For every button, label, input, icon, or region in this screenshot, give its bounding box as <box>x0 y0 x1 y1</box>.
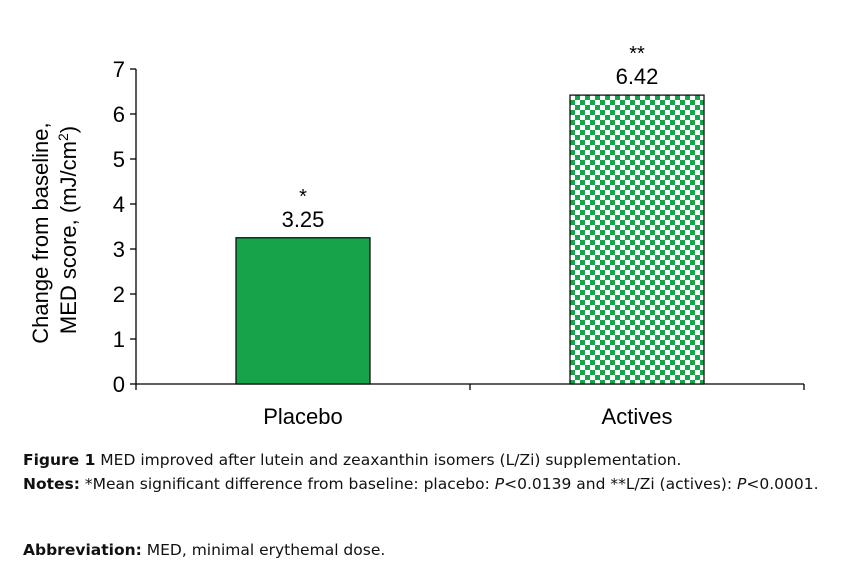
y-tick-label: 5 <box>113 147 125 172</box>
significance-mark: ** <box>629 43 645 65</box>
data-label: 3.25 <box>282 207 325 232</box>
abbreviation-label: Abbreviation: <box>23 541 142 559</box>
p-symbol: P <box>737 475 747 493</box>
figure-caption: Figure 1 MED improved after lutein and z… <box>23 448 833 472</box>
y-tick-label: 6 <box>113 102 125 127</box>
p-symbol: P <box>494 475 505 493</box>
abbreviation-text: MED, minimal erythemal dose. <box>141 541 386 559</box>
y-tick-label: 2 <box>113 282 125 307</box>
y-axis-title: Change from baseline, MED score, (mJ/cm2… <box>28 116 81 343</box>
y-tick-label: 4 <box>113 192 125 217</box>
notes-label: Notes: <box>23 475 80 493</box>
x-tick-label: Actives <box>602 404 673 429</box>
y-tick-label: 7 <box>113 57 125 82</box>
abbreviation-caption: Abbreviation: MED, minimal erythemal dos… <box>23 538 833 562</box>
bar-chart: Change from baseline, MED score, (mJ/cm2… <box>28 43 805 429</box>
figure-caption-text: MED improved after lutein and zeaxanthin… <box>95 451 682 469</box>
x-tick-label: Placebo <box>263 404 343 429</box>
y-tick-label: 0 <box>113 372 125 397</box>
y-tick-label: 1 <box>113 327 125 352</box>
data-label: 6.42 <box>616 64 659 89</box>
bar-actives <box>569 94 705 385</box>
figure-label: Figure 1 <box>23 451 96 469</box>
y-tick-label: 3 <box>113 237 125 262</box>
bar-placebo <box>235 237 371 385</box>
notes-caption: Notes: *Mean significant difference from… <box>23 475 819 493</box>
significance-mark: * <box>299 186 307 208</box>
